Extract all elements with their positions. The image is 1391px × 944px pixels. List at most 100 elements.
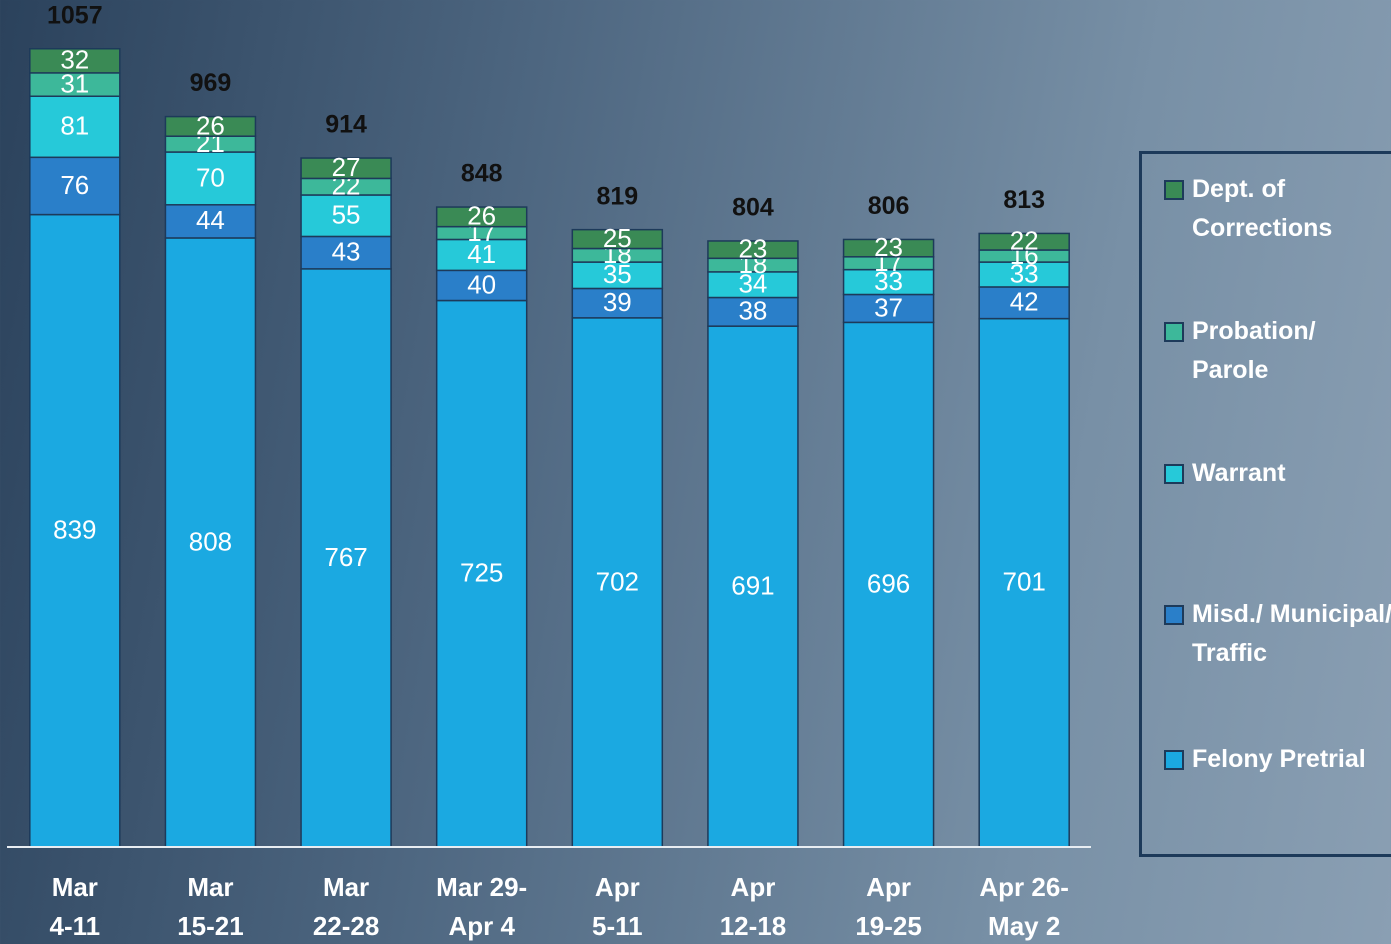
legend-swatch	[1164, 605, 1184, 625]
legend-swatch	[1164, 322, 1184, 342]
legend-label: Warrant	[1192, 459, 1286, 487]
data-label: 33	[874, 266, 903, 296]
x-tick-label: 12-18	[720, 911, 787, 941]
data-label: 37	[874, 292, 903, 322]
total-label: 969	[190, 69, 232, 97]
data-label: 25	[603, 223, 632, 253]
data-label: 23	[738, 234, 767, 264]
bar-segment	[300, 157, 392, 180]
bar-segment	[29, 213, 121, 848]
data-label: 70	[196, 162, 225, 192]
data-label: 701	[1002, 567, 1045, 597]
bar-segment	[435, 238, 528, 272]
data-label: 839	[53, 515, 96, 545]
x-tick-label: 5-11	[592, 911, 643, 941]
legend-swatch	[1164, 750, 1184, 770]
legend-swatch	[1164, 180, 1184, 200]
bar-segment	[978, 232, 1070, 251]
total-label: 806	[868, 192, 910, 220]
data-label: 702	[596, 566, 639, 596]
bar-segment	[435, 206, 528, 228]
legend-label: Misd./ Municipal/ Traffic	[1192, 600, 1391, 667]
bar-segment	[707, 296, 799, 327]
x-tick-label: 15-21	[177, 911, 244, 941]
x-tick-label: Apr	[731, 872, 776, 902]
x-tick-label: Apr	[866, 872, 911, 902]
bar-segment	[300, 194, 392, 238]
x-tick-label: 22-28	[313, 911, 380, 941]
data-label: 55	[332, 200, 361, 230]
bar-segment	[842, 238, 935, 258]
x-tick-label: Apr	[595, 872, 640, 902]
legend-label: Felony Pretrial	[1192, 745, 1366, 773]
x-tick-label: 4-11	[50, 911, 101, 941]
x-tick-label: Mar	[187, 872, 233, 902]
data-label: 81	[60, 111, 89, 141]
data-label: 40	[467, 269, 496, 299]
bar-segment	[978, 261, 1070, 288]
data-label: 808	[189, 526, 232, 556]
bar-segment	[164, 204, 257, 239]
data-label: 691	[731, 570, 774, 600]
bar-segment	[164, 115, 257, 137]
total-label: 813	[1003, 186, 1045, 214]
bar-segment	[842, 268, 935, 296]
data-label: 34	[738, 269, 767, 299]
bar-segment	[707, 271, 799, 299]
bar-segment	[571, 261, 664, 290]
bar-segment	[29, 156, 121, 216]
bar-segment	[707, 240, 799, 260]
data-label: 41	[467, 239, 496, 269]
data-label: 725	[460, 558, 503, 588]
chart: 839768131321057Mar4-1180844702126969Mar1…	[7, 1, 1091, 941]
data-label: 27	[332, 152, 361, 182]
x-tick-label: Mar	[52, 872, 98, 902]
bar-segment	[29, 48, 121, 74]
data-label: 23	[874, 232, 903, 262]
data-label: 35	[603, 259, 632, 289]
bar-segment	[571, 228, 664, 250]
total-label: 914	[325, 111, 367, 139]
bar-segment	[164, 151, 257, 206]
data-label: 43	[332, 237, 361, 267]
bar-segment	[300, 268, 392, 848]
x-tick-label: Mar 29-	[436, 872, 527, 902]
bar-segment	[842, 321, 935, 848]
data-label: 76	[60, 170, 89, 200]
bar-segment	[978, 317, 1070, 848]
x-tick-label: 19-25	[855, 911, 922, 941]
legend: Felony Pretrial Misd./ Municipal/ Traffic…	[1139, 151, 1391, 857]
data-label: 39	[603, 287, 632, 317]
total-label: 804	[732, 194, 774, 222]
legend-item: Dept. of Corrections	[1164, 170, 1391, 248]
legend-item: Misd./ Municipal/ Traffic	[1164, 595, 1391, 673]
legend-label: Probation/ Parole	[1192, 317, 1316, 384]
x-tick-label: Apr 4	[448, 911, 515, 941]
bar-segment	[707, 325, 799, 848]
legend-swatch	[1164, 464, 1184, 484]
bar-segment	[164, 237, 257, 848]
data-label: 44	[196, 205, 225, 235]
data-label: 26	[467, 201, 496, 231]
data-label: 26	[196, 110, 225, 140]
x-tick-label: May 2	[988, 911, 1060, 941]
bar-segment	[435, 269, 528, 302]
legend-item: Warrant	[1164, 454, 1391, 493]
data-label: 38	[738, 296, 767, 326]
total-label: 819	[596, 182, 638, 210]
total-label: 848	[461, 160, 503, 188]
data-label: 33	[1010, 258, 1039, 288]
data-label: 22	[1010, 226, 1039, 256]
legend-label: Dept. of Corrections	[1192, 175, 1333, 242]
x-tick-label: Mar	[323, 872, 369, 902]
data-label: 767	[324, 542, 367, 572]
total-label: 1057	[47, 1, 103, 29]
data-label: 696	[867, 569, 910, 599]
legend-item: Felony Pretrial	[1164, 740, 1391, 779]
bar-segment	[571, 317, 664, 848]
data-label: 42	[1010, 287, 1039, 317]
x-tick-label: Apr 26-	[979, 872, 1069, 902]
legend-item: Probation/ Parole	[1164, 312, 1391, 390]
data-label: 32	[60, 45, 89, 75]
